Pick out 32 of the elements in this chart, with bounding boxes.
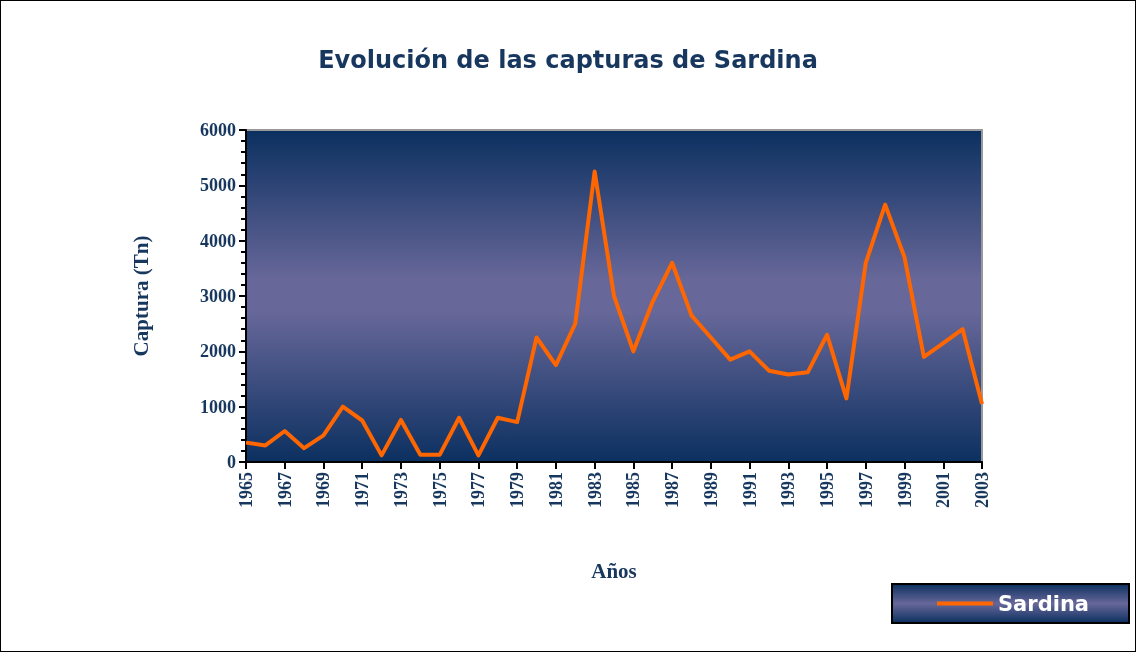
- x-tick-label: 1967: [274, 472, 295, 508]
- x-tick-label: 1983: [584, 472, 605, 508]
- y-axis-title: Captura (Tn): [128, 235, 153, 357]
- x-tick-label: 1997: [855, 472, 876, 508]
- x-tick-label: 1989: [700, 472, 721, 508]
- x-tick-label: 1999: [894, 472, 915, 508]
- y-tick-label: 1000: [200, 396, 236, 417]
- y-tick-label: 5000: [200, 175, 236, 196]
- y-tick-label: 3000: [200, 286, 236, 306]
- x-tick-label: 1971: [352, 472, 373, 508]
- x-tick-label: 2003: [972, 472, 992, 508]
- x-tick-label: 1985: [623, 472, 644, 508]
- legend-label: Sardina: [998, 591, 1090, 616]
- y-tick-label: 4000: [200, 230, 236, 251]
- x-tick-label: 1969: [313, 472, 334, 508]
- x-tick-label: 1995: [817, 472, 838, 508]
- x-tick-label: 1977: [468, 472, 489, 508]
- x-tick-label: 1987: [662, 472, 683, 508]
- x-axis-title: Años: [591, 558, 637, 583]
- x-tick-label: 1975: [429, 472, 450, 508]
- chart-title: Evolución de las capturas de Sardina: [318, 46, 818, 74]
- x-tick-label: 1965: [236, 472, 256, 508]
- x-tick-label: 1979: [507, 472, 528, 508]
- line-series: [244, 169, 984, 458]
- x-tick-label: 1991: [739, 472, 760, 508]
- x-tick-label: 1981: [545, 472, 566, 508]
- x-tick-label: 2001: [933, 472, 954, 508]
- y-tick-label: 0: [227, 452, 236, 472]
- x-tick-label: 1973: [390, 472, 411, 508]
- y-tick-label: 2000: [200, 341, 236, 362]
- y-tick-label: 6000: [200, 120, 236, 140]
- x-tick-label: 1993: [778, 472, 799, 508]
